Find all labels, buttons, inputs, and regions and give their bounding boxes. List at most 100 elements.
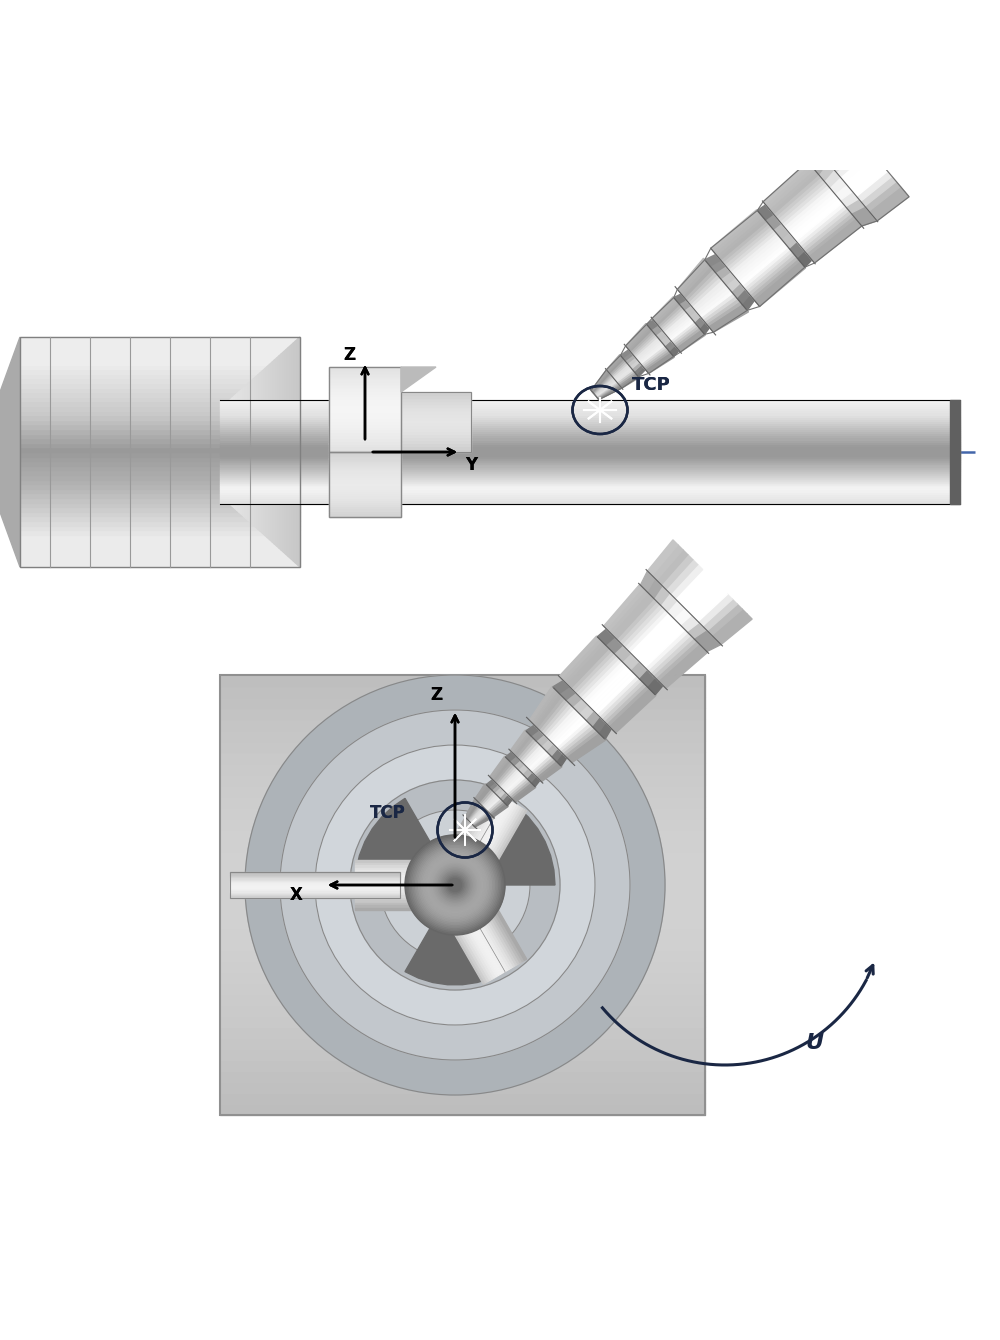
Polygon shape <box>835 184 852 200</box>
Bar <box>329 513 401 515</box>
Bar <box>220 851 705 862</box>
Bar <box>329 454 401 457</box>
Polygon shape <box>618 371 635 385</box>
Polygon shape <box>592 717 605 733</box>
Bar <box>20 525 300 531</box>
Bar <box>220 423 960 425</box>
Polygon shape <box>564 641 604 683</box>
Polygon shape <box>685 269 715 300</box>
Polygon shape <box>857 172 892 201</box>
Bar <box>20 448 300 452</box>
Polygon shape <box>657 549 688 584</box>
Polygon shape <box>593 374 610 393</box>
Polygon shape <box>777 180 825 221</box>
Polygon shape <box>808 147 822 168</box>
Polygon shape <box>659 307 683 328</box>
Bar <box>20 393 300 397</box>
Bar <box>20 508 300 512</box>
Bar <box>2 431 4 472</box>
Bar <box>220 1026 705 1038</box>
Polygon shape <box>535 694 562 728</box>
Polygon shape <box>510 756 520 765</box>
Polygon shape <box>661 308 684 330</box>
Polygon shape <box>258 373 260 531</box>
Polygon shape <box>715 214 763 255</box>
Polygon shape <box>467 801 479 819</box>
Polygon shape <box>468 805 520 894</box>
Polygon shape <box>663 312 688 334</box>
Polygon shape <box>756 263 804 304</box>
Bar <box>329 496 401 497</box>
Polygon shape <box>474 815 492 827</box>
Bar <box>401 446 471 449</box>
Polygon shape <box>623 352 633 360</box>
Polygon shape <box>284 350 286 555</box>
Polygon shape <box>641 346 666 366</box>
Bar <box>20 336 300 567</box>
Polygon shape <box>675 327 700 347</box>
Polygon shape <box>453 884 505 973</box>
Polygon shape <box>355 872 455 875</box>
Polygon shape <box>674 293 686 304</box>
Bar <box>220 401 960 402</box>
Polygon shape <box>537 695 564 730</box>
Bar <box>329 515 401 517</box>
Polygon shape <box>616 369 633 382</box>
Bar <box>20 425 300 429</box>
Polygon shape <box>708 304 744 328</box>
Polygon shape <box>633 334 656 355</box>
Polygon shape <box>642 347 667 367</box>
Bar <box>220 465 960 466</box>
Bar <box>20 544 300 548</box>
Polygon shape <box>757 205 773 220</box>
Bar <box>20 540 300 544</box>
Polygon shape <box>732 236 780 276</box>
Polygon shape <box>592 371 609 391</box>
Bar <box>220 456 960 458</box>
Polygon shape <box>572 698 587 713</box>
Polygon shape <box>556 753 567 766</box>
Polygon shape <box>355 866 455 867</box>
Bar <box>220 1071 705 1081</box>
Polygon shape <box>501 770 520 789</box>
Polygon shape <box>479 789 492 804</box>
Bar <box>329 401 401 403</box>
Polygon shape <box>270 362 272 541</box>
Bar <box>329 418 401 421</box>
Polygon shape <box>744 249 792 291</box>
Polygon shape <box>836 146 870 177</box>
Polygon shape <box>639 344 664 363</box>
Polygon shape <box>666 316 691 336</box>
Polygon shape <box>480 791 494 805</box>
Bar <box>20 512 300 516</box>
Polygon shape <box>489 801 505 815</box>
Polygon shape <box>694 283 726 311</box>
Polygon shape <box>583 661 624 702</box>
Polygon shape <box>796 202 844 244</box>
Polygon shape <box>754 261 802 302</box>
Polygon shape <box>611 690 653 730</box>
Polygon shape <box>844 155 879 186</box>
Bar <box>220 433 960 436</box>
Polygon shape <box>636 339 660 359</box>
Bar <box>329 462 401 465</box>
Polygon shape <box>640 624 682 665</box>
Bar <box>401 398 471 401</box>
Polygon shape <box>667 600 684 618</box>
Polygon shape <box>701 293 735 319</box>
Polygon shape <box>440 789 492 878</box>
Polygon shape <box>746 252 794 292</box>
Bar <box>401 427 471 431</box>
Bar <box>220 425 960 427</box>
Bar <box>220 1093 705 1104</box>
Polygon shape <box>495 764 513 784</box>
Bar <box>329 508 401 511</box>
Polygon shape <box>765 165 812 206</box>
Polygon shape <box>712 310 748 332</box>
Polygon shape <box>474 872 527 961</box>
Bar <box>220 402 960 405</box>
Polygon shape <box>716 614 752 645</box>
Polygon shape <box>592 371 608 391</box>
Polygon shape <box>604 683 646 724</box>
Polygon shape <box>742 247 790 288</box>
